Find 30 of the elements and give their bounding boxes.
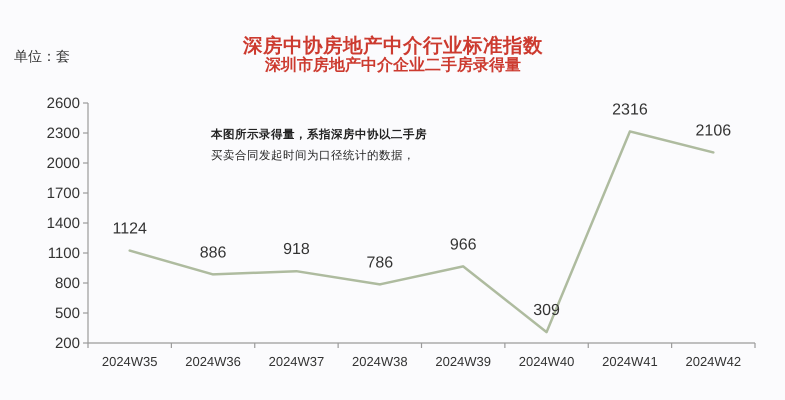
- ytick: 200: [54, 335, 80, 352]
- annotation: 买卖合同发起时间为口径统计的数据，: [211, 150, 415, 162]
- xtick: 2024W35: [102, 354, 158, 369]
- data-label: 2316: [612, 101, 648, 118]
- xtick: 2024W42: [685, 354, 742, 369]
- xtick: 2024W40: [518, 354, 574, 369]
- ytick: 1100: [48, 245, 80, 262]
- ytick: 500: [54, 305, 80, 322]
- ytick: 2300: [46, 125, 80, 142]
- xtick: 2024W41: [602, 354, 658, 369]
- xtick: 2024W39: [435, 354, 492, 369]
- ytick: 1400: [46, 215, 80, 232]
- ytick: 800: [54, 275, 80, 292]
- data-label: 309: [533, 302, 560, 320]
- annotation: 本图所示录得量，系指深房中协以二手房: [211, 129, 427, 141]
- data-label: 918: [283, 241, 310, 258]
- data-label: 966: [450, 236, 477, 254]
- data-label: 2106: [696, 122, 732, 140]
- subtitle: 深圳市房地产中介企业二手房录得量: [265, 57, 521, 74]
- data-label: 1124: [112, 220, 147, 238]
- data-label: 786: [366, 254, 394, 272]
- xtick: 2024W37: [268, 354, 324, 369]
- ytick: 2000: [46, 155, 80, 172]
- ytick: 2600: [46, 95, 80, 112]
- xtick: 2024W38: [352, 354, 408, 369]
- xtick: 2024W36: [185, 354, 241, 369]
- data-label: 886: [200, 244, 226, 262]
- ytick: 1700: [46, 185, 80, 202]
- ylabel: 单位：套: [14, 48, 70, 64]
- title: 深房中协房地产中介行业标准指数: [243, 35, 543, 57]
